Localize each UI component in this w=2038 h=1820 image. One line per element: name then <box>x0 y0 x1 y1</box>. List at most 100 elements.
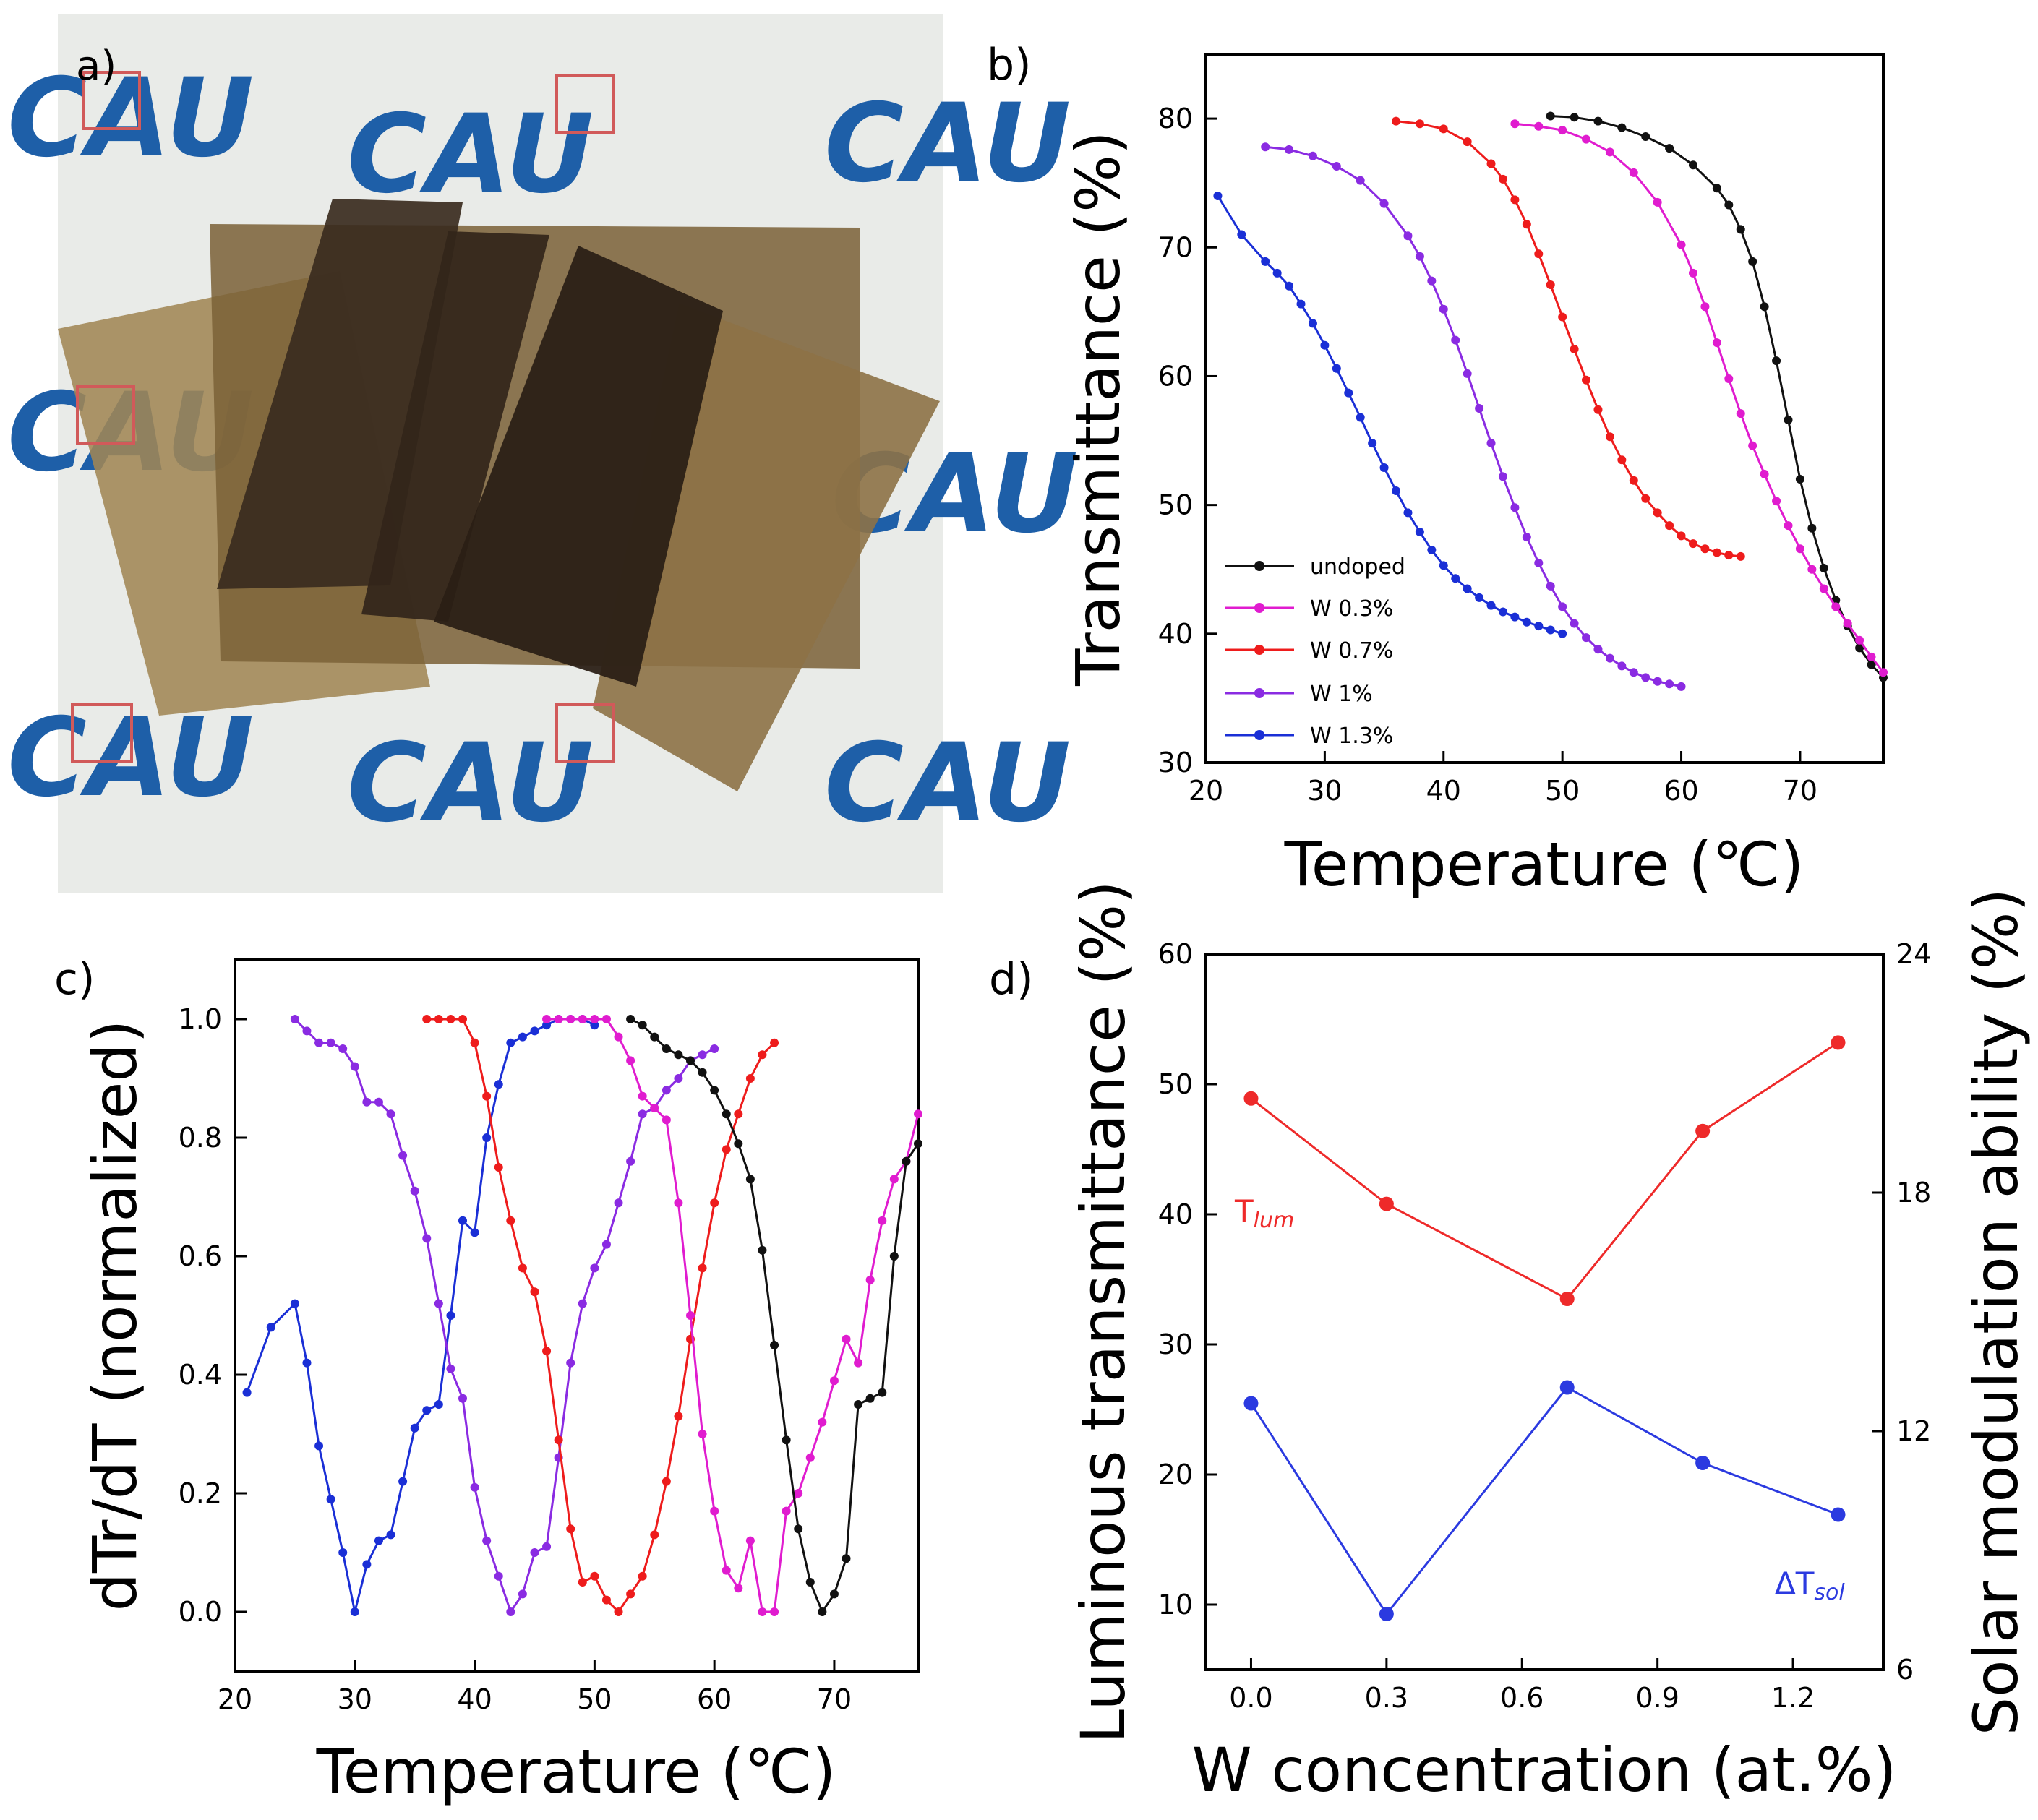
data-point-W1 <box>494 1571 503 1581</box>
data-point-W1 <box>1356 176 1365 185</box>
legend-label-w03: W 0.3% <box>1310 596 1393 622</box>
data-point-W1 <box>1534 558 1544 567</box>
data-point-W03 <box>1760 469 1769 478</box>
y-tick-label: 0.8 <box>179 1122 222 1154</box>
data-point-W13 <box>1296 299 1306 309</box>
x-tick-label: 0.9 <box>1635 1682 1679 1714</box>
data-point-undoped <box>1867 660 1876 669</box>
data-point-W13 <box>434 1400 443 1409</box>
data-point-undoped <box>1712 184 1721 193</box>
data-point-tlum <box>1559 1292 1575 1306</box>
data-point-undoped <box>1855 643 1864 653</box>
data-point-undoped <box>626 1015 635 1023</box>
data-point-W07 <box>554 1435 563 1445</box>
data-point-W13 <box>1320 340 1330 350</box>
data-point-W03 <box>1867 652 1876 661</box>
data-point-W07 <box>422 1015 432 1023</box>
x-tick-label: 60 <box>697 1683 732 1715</box>
data-point-W1 <box>1546 581 1555 591</box>
data-point-W1 <box>1332 162 1341 171</box>
legend-marker-w07 <box>1254 645 1264 655</box>
data-point-W07 <box>530 1287 539 1297</box>
panel-d-series <box>1243 1035 1846 1621</box>
data-point-undoped <box>686 1056 695 1065</box>
data-point-W07 <box>601 1595 611 1605</box>
data-point-W13 <box>1392 486 1401 496</box>
data-point-W1 <box>614 1198 623 1208</box>
data-point-W03 <box>854 1358 863 1368</box>
x-tick-label: 1.2 <box>1771 1682 1815 1714</box>
data-point-W03 <box>1748 441 1757 450</box>
y-tick-label: 50 <box>1158 1068 1193 1100</box>
data-point-W07 <box>734 1109 743 1119</box>
panel-d-y-label-right: Solar modulation ability (%) <box>1961 888 2031 1735</box>
data-point-W13 <box>422 1406 432 1415</box>
data-point-undoped <box>805 1578 815 1587</box>
data-point-W1 <box>638 1109 647 1119</box>
data-point-W03 <box>662 1115 671 1125</box>
data-point-tlum <box>1695 1123 1711 1138</box>
data-point-W03 <box>1688 268 1697 278</box>
data-point-W1 <box>386 1109 395 1119</box>
data-point-W07 <box>434 1015 443 1023</box>
data-point-W13 <box>506 1038 515 1047</box>
panel-d-chart: 0.0 0.3 0.6 0.9 1.2 10 20 30 40 50 60 6 12 18 24 W con… <box>1068 880 2031 1806</box>
data-point-W03 <box>842 1334 851 1344</box>
panel-b-series <box>1213 111 1888 691</box>
data-point-W13 <box>542 1021 552 1030</box>
data-point-W1 <box>1261 142 1270 152</box>
data-point-undoped <box>638 1021 647 1030</box>
data-point-W07 <box>590 1571 599 1581</box>
data-point-W07 <box>662 1477 671 1486</box>
data-point-undoped <box>1772 356 1781 366</box>
y-tick-label: 0.2 <box>179 1477 222 1509</box>
data-point-W07 <box>710 1198 719 1208</box>
x-tick-label: 40 <box>457 1683 492 1715</box>
data-point-undoped <box>745 1175 755 1184</box>
data-point-undoped <box>878 1388 887 1397</box>
data-point-W07 <box>650 1530 659 1540</box>
x-tick-label: 20 <box>1189 775 1223 807</box>
data-point-W03 <box>1879 668 1888 677</box>
x-tick-label: 70 <box>817 1683 852 1715</box>
data-point-W07 <box>698 1263 707 1273</box>
y2-tick-label: 12 <box>1896 1415 1931 1447</box>
data-point-undoped <box>794 1524 803 1534</box>
data-point-W13 <box>1546 625 1555 635</box>
data-point-W1 <box>698 1050 707 1060</box>
data-point-W1 <box>350 1062 359 1071</box>
data-point-W1 <box>1617 661 1627 671</box>
y-tick-label: 40 <box>1158 618 1193 650</box>
data-point-undoped <box>1807 523 1817 533</box>
data-point-W07 <box>458 1015 467 1023</box>
data-point-undoped <box>1641 132 1650 142</box>
data-point-W07 <box>1534 249 1544 259</box>
data-point-undoped <box>674 1050 683 1060</box>
x-tick-label: 0.3 <box>1365 1682 1408 1714</box>
data-point-W03 <box>1855 635 1864 645</box>
data-point-undoped <box>1665 144 1674 153</box>
data-point-undoped <box>734 1139 743 1149</box>
data-point-W07 <box>1486 159 1496 168</box>
legend-marker-w13 <box>1254 730 1264 740</box>
data-point-W07 <box>722 1145 731 1154</box>
data-point-undoped <box>902 1156 911 1166</box>
data-point-W13 <box>290 1299 299 1308</box>
data-point-W13 <box>1272 268 1282 278</box>
film-sample-dark-mid <box>361 231 549 622</box>
panel-c-chart: 20 30 40 50 60 70 0.0 0.2 0.4 0.6 0.8 1.0 Temperatu… <box>80 958 922 1807</box>
data-point-W07 <box>470 1038 479 1047</box>
series-line-W07 <box>1395 120 1741 558</box>
data-point-W03 <box>1629 168 1638 177</box>
data-point-W07 <box>1510 195 1520 205</box>
y-tick-label: 30 <box>1158 747 1193 778</box>
data-point-W03 <box>1736 409 1745 418</box>
data-point-W13 <box>1368 439 1377 448</box>
data-point-W1 <box>398 1151 408 1160</box>
data-point-W03 <box>805 1453 815 1462</box>
data-point-undoped <box>758 1245 767 1255</box>
data-point-W03 <box>829 1376 839 1386</box>
data-point-W07 <box>482 1091 492 1101</box>
data-point-W07 <box>1665 521 1674 531</box>
data-point-W07 <box>1736 551 1745 561</box>
